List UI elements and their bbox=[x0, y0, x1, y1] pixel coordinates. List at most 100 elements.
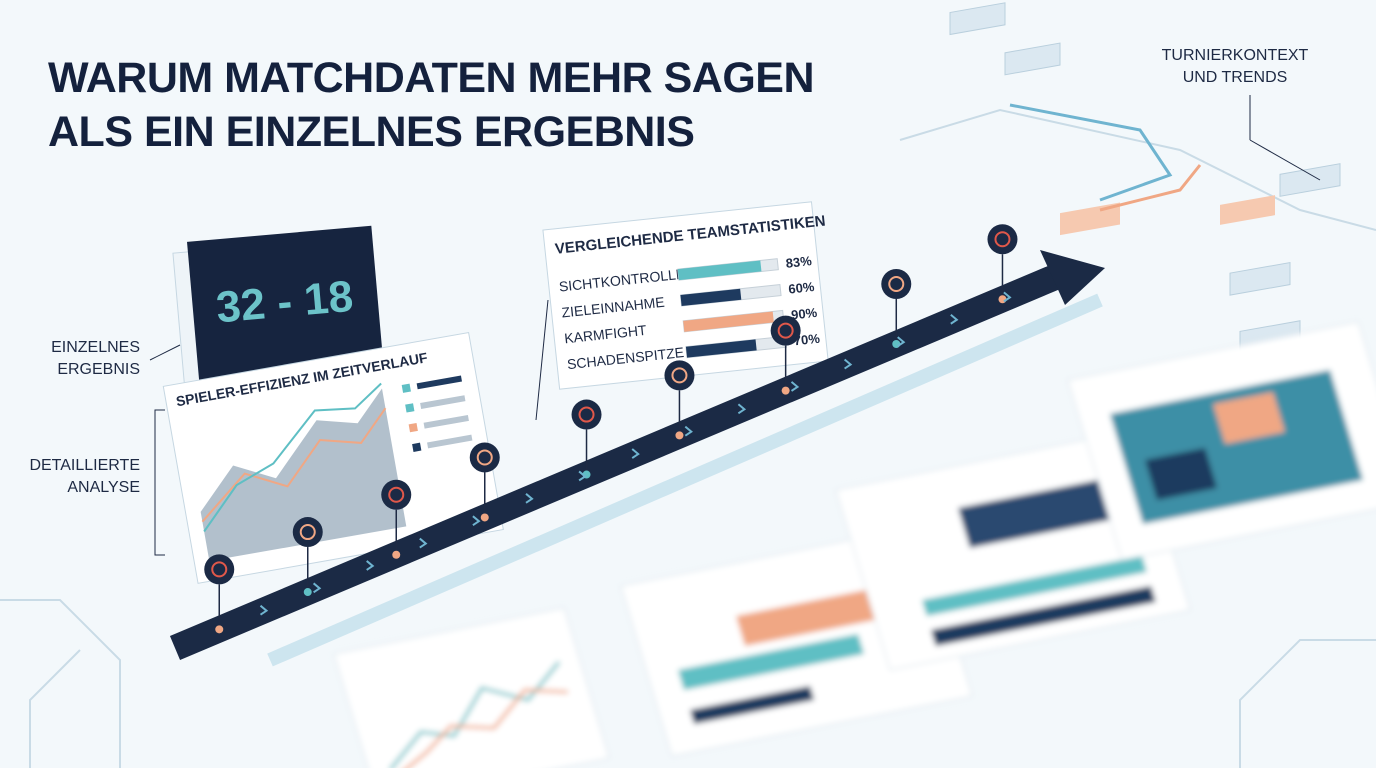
stat-bar bbox=[680, 288, 742, 306]
score-box bbox=[187, 225, 384, 382]
bracket-box-highlight bbox=[1220, 195, 1275, 225]
corner-label: UND TRENDS bbox=[1183, 69, 1288, 86]
bracket-box bbox=[949, 2, 1006, 36]
marker-icon bbox=[881, 269, 912, 300]
chevron bbox=[1003, 291, 1012, 303]
marker-icon-ring bbox=[388, 486, 405, 503]
chevron bbox=[843, 358, 853, 370]
marker-icon-ring bbox=[994, 231, 1011, 248]
chevron bbox=[684, 425, 693, 437]
stat-bar bbox=[685, 339, 757, 358]
dashboard bbox=[1067, 321, 1376, 561]
legend-swatch bbox=[405, 403, 415, 413]
legend-swatch bbox=[412, 442, 422, 452]
marker-icon bbox=[381, 479, 412, 510]
chevron bbox=[419, 537, 428, 549]
chevron bbox=[259, 604, 269, 616]
timeline bbox=[169, 250, 1105, 667]
bracket-box bbox=[1004, 42, 1061, 76]
blur-block bbox=[922, 555, 1147, 616]
marker-icon bbox=[987, 224, 1018, 255]
circuit-lines bbox=[0, 108, 1376, 768]
marker-icon-ring bbox=[476, 449, 493, 466]
legend-bar bbox=[420, 395, 466, 409]
title: ALS EIN EINZELNES ERGEBNIS bbox=[48, 108, 694, 156]
circuit bbox=[0, 599, 121, 768]
stat-value: 70% bbox=[793, 331, 821, 349]
score: 32 - 18 bbox=[214, 272, 355, 333]
side-label: ANALYSE bbox=[67, 479, 140, 496]
chevron bbox=[525, 493, 534, 504]
marker-icon-ring bbox=[578, 406, 595, 423]
blur-block bbox=[690, 685, 815, 724]
leader-line bbox=[149, 344, 181, 361]
timeline-arrow bbox=[169, 263, 1066, 660]
bracket-box bbox=[1279, 163, 1341, 197]
efficiency-panel: SPIELER-EFFIZIENZ IM ZEITVERLAUF bbox=[162, 331, 504, 584]
timeline-icons bbox=[204, 224, 1018, 634]
stat-value: 90% bbox=[790, 305, 818, 323]
chevron bbox=[737, 403, 747, 415]
marker-dot bbox=[215, 625, 224, 634]
bracket bbox=[154, 409, 165, 556]
marker-dot bbox=[480, 513, 489, 522]
marker-icon bbox=[770, 315, 801, 346]
dashboard bbox=[333, 607, 610, 768]
marker-dot bbox=[303, 588, 312, 597]
arrow-head bbox=[1040, 250, 1105, 305]
corner-label: TURNIERKONTEXT bbox=[1162, 47, 1309, 64]
bracket-box bbox=[1229, 261, 1291, 296]
bracket-link bbox=[1099, 164, 1202, 212]
side-label: ERGEBNIS bbox=[57, 361, 140, 378]
stat-value: 83% bbox=[785, 253, 813, 271]
marker-icon-ring bbox=[299, 524, 316, 541]
chevron bbox=[790, 381, 800, 392]
area bbox=[200, 388, 407, 562]
marker-icon bbox=[571, 399, 602, 430]
marker-icon bbox=[204, 554, 235, 585]
marker-icon-ring bbox=[777, 322, 794, 339]
blur-block bbox=[931, 585, 1156, 646]
blurred-dashboards bbox=[333, 321, 1376, 768]
marker-icon bbox=[664, 360, 695, 391]
line bbox=[201, 407, 387, 523]
marker-icon-ring bbox=[671, 367, 688, 384]
line bbox=[203, 382, 382, 533]
bracket-link bbox=[1009, 103, 1173, 202]
chevron bbox=[897, 336, 906, 347]
side-label: DETAILLIERTE bbox=[29, 457, 140, 474]
bracket-box-highlight bbox=[1060, 202, 1120, 236]
marker-dot bbox=[781, 386, 790, 395]
score-card: 32 - 18 bbox=[172, 225, 384, 394]
circuit bbox=[899, 108, 1376, 231]
legend-bar bbox=[416, 375, 462, 390]
chevron bbox=[472, 515, 481, 527]
chevron bbox=[366, 560, 375, 571]
blur-block bbox=[958, 477, 1121, 548]
stat-bar bbox=[677, 260, 762, 281]
legend-swatch bbox=[408, 422, 418, 433]
title: WARUM MATCHDATEN MEHR SAGEN bbox=[48, 54, 814, 102]
circuit bbox=[1239, 639, 1376, 768]
marker-dot bbox=[675, 431, 684, 440]
chevron bbox=[631, 448, 640, 459]
side-label: EINZELNES bbox=[51, 339, 140, 356]
marker-icon bbox=[469, 442, 500, 473]
stat-bar bbox=[683, 311, 774, 332]
chevron bbox=[578, 470, 587, 482]
team-stats-panel: VERGLEICHENDE TEAMSTATISTIKEN SICHTKONTR… bbox=[542, 201, 829, 390]
heatmap bbox=[1145, 447, 1218, 500]
chevron bbox=[950, 313, 959, 325]
blur-block bbox=[678, 633, 865, 690]
marker-dot bbox=[392, 550, 401, 559]
chevron bbox=[312, 582, 322, 594]
blur-block bbox=[736, 587, 886, 646]
timeline-shadow bbox=[267, 293, 1103, 667]
marker-icon bbox=[292, 517, 323, 548]
legend bbox=[401, 375, 473, 452]
legend-swatch bbox=[401, 383, 411, 393]
blur-line bbox=[391, 688, 569, 768]
